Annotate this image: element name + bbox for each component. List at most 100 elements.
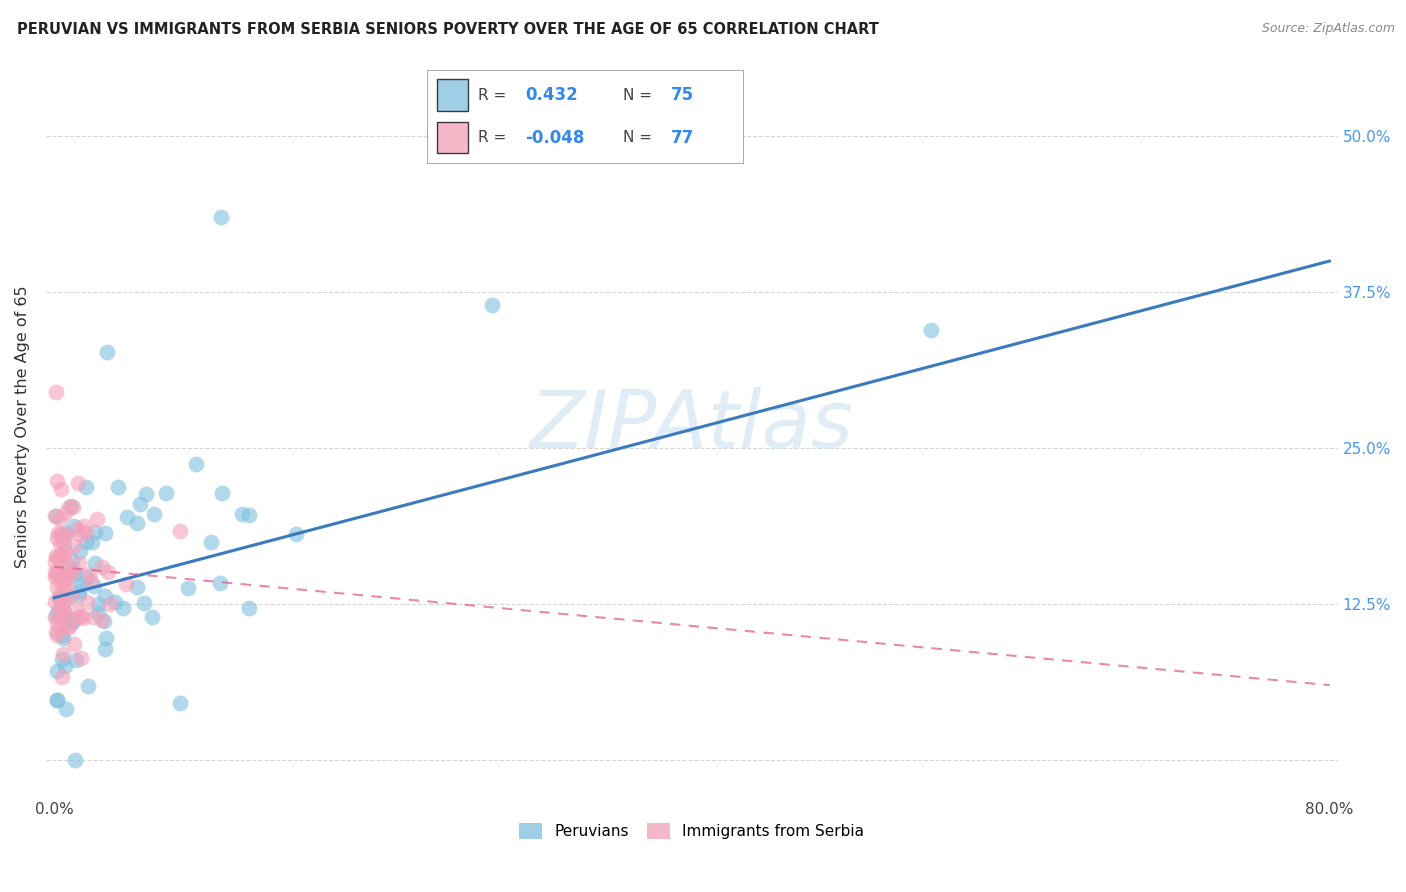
- Point: [45, 384, 67, 399]
- Point: [134, 596, 156, 610]
- Point: [58, 561, 80, 575]
- Point: [46, 580, 69, 594]
- Point: [49, 527, 72, 541]
- Point: [75, 480, 97, 494]
- Point: [44, 595, 66, 609]
- Point: [77, 567, 100, 582]
- Point: [87, 607, 110, 621]
- Point: [91, 560, 114, 574]
- Point: [56, 566, 79, 581]
- Text: ZIPAtlas: ZIPAtlas: [530, 387, 853, 466]
- Point: [52, 647, 75, 661]
- Point: [63, 518, 86, 533]
- Point: [84, 525, 107, 540]
- Point: [51, 547, 73, 561]
- Point: [53, 607, 76, 622]
- Point: [48, 591, 70, 605]
- Point: [45, 549, 67, 564]
- Point: [76, 594, 98, 608]
- Y-axis label: Seniors Poverty Over the Age of 65: Seniors Poverty Over the Age of 65: [15, 285, 30, 567]
- Point: [49, 568, 72, 582]
- Point: [66, 610, 89, 624]
- Point: [55, 525, 77, 540]
- Point: [69, 651, 91, 665]
- Point: [62, 540, 84, 554]
- Point: [53, 659, 76, 673]
- Point: [66, 475, 89, 490]
- Point: [83, 579, 105, 593]
- Point: [142, 507, 165, 521]
- Point: [117, 510, 139, 524]
- Point: [53, 550, 76, 565]
- Point: [56, 620, 79, 634]
- Point: [51, 551, 73, 566]
- Point: [169, 524, 191, 539]
- Point: [48, 620, 70, 634]
- Point: [920, 323, 942, 337]
- Point: [67, 556, 90, 570]
- Point: [75, 570, 97, 584]
- Point: [98, 597, 121, 611]
- Point: [55, 580, 77, 594]
- Point: [62, 500, 84, 515]
- Point: [72, 519, 94, 533]
- Point: [45, 664, 67, 678]
- Point: [94, 631, 117, 645]
- Point: [45, 568, 67, 582]
- Point: [238, 508, 260, 523]
- Point: [62, 613, 84, 627]
- Point: [94, 525, 117, 540]
- Point: [45, 549, 67, 564]
- Point: [49, 599, 72, 614]
- Point: [65, 653, 87, 667]
- Point: [125, 516, 148, 531]
- Text: Source: ZipAtlas.com: Source: ZipAtlas.com: [1261, 22, 1395, 36]
- Point: [69, 609, 91, 624]
- Point: [51, 575, 73, 590]
- Point: [208, 576, 231, 591]
- Point: [53, 545, 76, 559]
- Point: [93, 614, 115, 628]
- Point: [46, 526, 69, 541]
- Point: [48, 590, 70, 604]
- Point: [51, 597, 73, 611]
- Point: [45, 625, 67, 640]
- Legend: Peruvians, Immigrants from Serbia: Peruvians, Immigrants from Serbia: [513, 817, 870, 846]
- Point: [186, 457, 208, 471]
- Point: [80, 574, 103, 589]
- Point: [46, 693, 69, 707]
- Point: [45, 531, 67, 545]
- Point: [62, 563, 84, 577]
- Point: [51, 604, 73, 618]
- Point: [169, 697, 191, 711]
- Point: [55, 577, 77, 591]
- Point: [60, 553, 83, 567]
- Point: [51, 652, 73, 666]
- Point: [97, 565, 120, 579]
- Point: [44, 570, 66, 584]
- Point: [44, 555, 66, 569]
- Point: [238, 600, 260, 615]
- Point: [52, 608, 75, 623]
- Point: [111, 600, 134, 615]
- Point: [45, 509, 67, 524]
- Point: [84, 557, 107, 571]
- Point: [103, 595, 125, 609]
- Point: [59, 589, 82, 603]
- Point: [46, 566, 69, 581]
- Point: [200, 534, 222, 549]
- Point: [75, 524, 97, 539]
- Point: [107, 480, 129, 494]
- Point: [128, 497, 150, 511]
- Point: [231, 507, 253, 521]
- Point: [44, 509, 66, 524]
- Point: [60, 615, 83, 630]
- Point: [58, 567, 80, 582]
- Point: [209, 211, 232, 225]
- Point: [59, 565, 82, 579]
- Point: [77, 679, 100, 693]
- Point: [82, 534, 104, 549]
- Point: [49, 526, 72, 541]
- Point: [55, 702, 77, 716]
- Point: [72, 611, 94, 625]
